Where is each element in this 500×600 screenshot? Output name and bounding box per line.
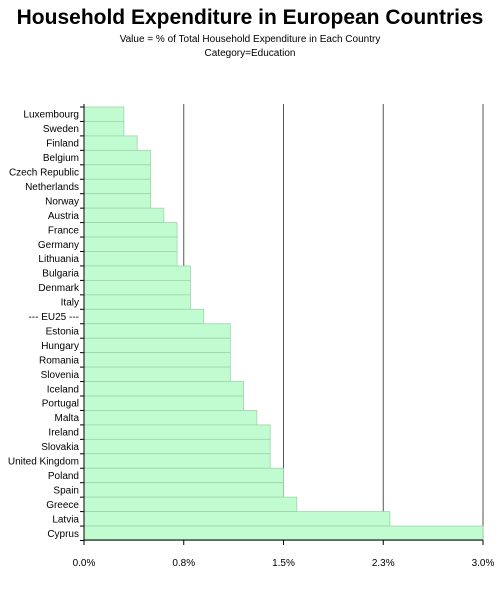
category-label: Luxembourg (23, 110, 79, 121)
category-label: Sweden (43, 124, 79, 135)
category-label: France (48, 225, 80, 236)
bar (83, 106, 125, 122)
x-tick-label: 3.0% (472, 558, 495, 569)
category-label: Italy (61, 298, 79, 309)
bar (83, 164, 151, 180)
category-label: Denmark (38, 283, 80, 294)
bar (83, 482, 284, 498)
bar (83, 251, 178, 267)
bar (83, 308, 205, 325)
category-label: Norway (45, 196, 79, 207)
bar (83, 366, 231, 382)
category-label: Bulgaria (42, 269, 79, 280)
category-label: Iceland (47, 384, 79, 395)
category-label: Czech Republic (9, 168, 79, 179)
category-label: United Kingdom (8, 457, 79, 468)
category-label: Estonia (46, 326, 80, 337)
category-label: Austria (48, 211, 80, 222)
bar (83, 467, 284, 484)
bar (83, 381, 245, 397)
category-label: Latvia (52, 514, 79, 525)
x-tick-label: 2.3% (372, 558, 395, 569)
category-label: Portugal (42, 399, 79, 410)
category-label: Netherlands (25, 182, 79, 193)
bar (83, 496, 298, 512)
bar (83, 352, 231, 368)
bar (83, 265, 191, 281)
bar (83, 438, 271, 455)
category-label: Finland (46, 139, 79, 150)
category-label: Ireland (48, 428, 79, 439)
category-label: Lithuania (38, 254, 79, 265)
category-label: Poland (48, 471, 79, 482)
bar (83, 323, 231, 339)
x-tick-label: 0.8% (172, 558, 195, 569)
category-label: Hungary (41, 341, 79, 352)
label-layer: Luxembourg Sweden Finland Belgium Czech Repu… (8, 110, 495, 569)
axis-layer (80, 104, 484, 545)
bar (83, 135, 138, 151)
chart-subtitle-category: Category=Education (204, 48, 296, 59)
category-label: --- EU25 --- (28, 312, 79, 323)
category-label: Spain (53, 485, 79, 496)
category-label: Germany (38, 240, 79, 251)
bar (83, 424, 271, 440)
bar (83, 178, 151, 195)
category-label: Greece (46, 500, 79, 511)
bar (83, 395, 245, 411)
x-tick-label: 1.5% (272, 558, 295, 569)
chart-subtitle-value: Value = % of Total Household Expenditure… (119, 34, 381, 45)
bar-layer (83, 106, 484, 541)
category-label: Romania (39, 355, 79, 366)
bar (83, 193, 151, 209)
bar (83, 236, 178, 252)
x-tick-label: 0.0% (73, 558, 96, 569)
bar (83, 222, 178, 238)
bar (83, 453, 271, 469)
bar (83, 337, 231, 354)
bar (83, 511, 391, 527)
category-label: Cyprus (47, 529, 79, 540)
category-label: Slovakia (41, 442, 79, 453)
category-label: Belgium (43, 153, 79, 164)
bar (83, 525, 484, 541)
bar (83, 294, 191, 310)
category-label: Malta (55, 413, 80, 424)
chart-title: Household Expenditure in European Countr… (16, 6, 484, 29)
category-label: Slovenia (41, 370, 80, 381)
bar (83, 207, 165, 223)
bar (83, 410, 258, 426)
bar (83, 279, 191, 296)
bar (83, 121, 125, 137)
bar (83, 149, 151, 166)
